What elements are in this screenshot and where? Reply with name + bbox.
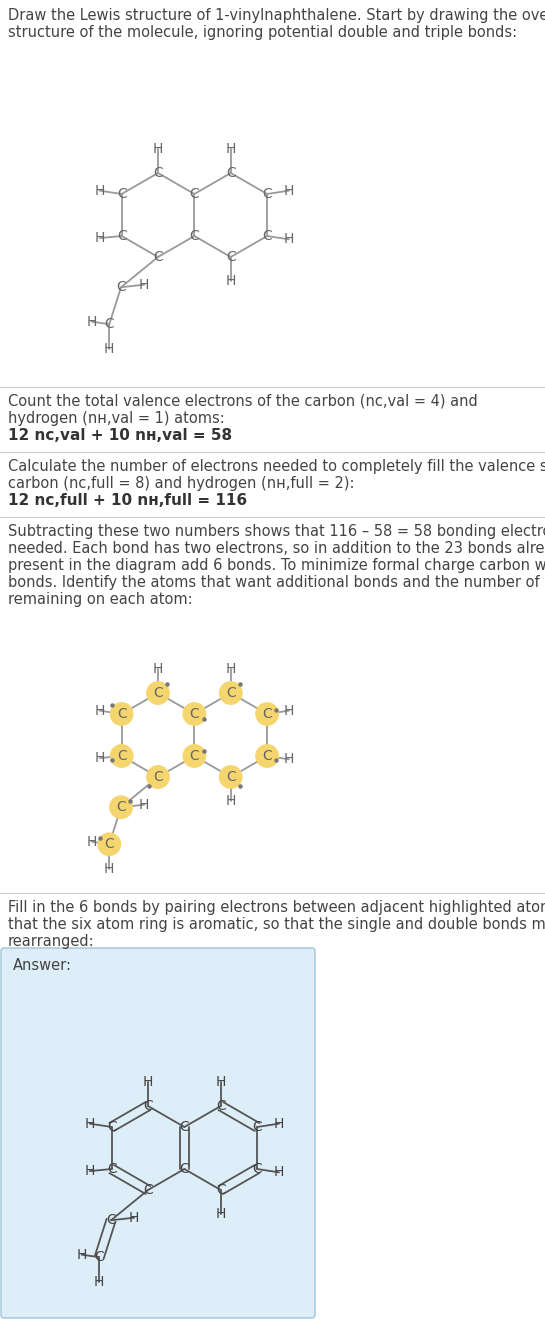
Text: C: C: [226, 770, 235, 783]
Text: H: H: [226, 141, 236, 156]
Text: Fill in the 6 bonds by pairing electrons between adjacent highlighted atoms. Not: Fill in the 6 bonds by pairing electrons…: [8, 900, 545, 915]
Text: H: H: [139, 798, 149, 811]
Text: H: H: [226, 274, 236, 289]
Text: H: H: [139, 278, 149, 291]
Text: remaining on each atom:: remaining on each atom:: [8, 592, 192, 607]
Text: C: C: [117, 749, 126, 762]
Text: C: C: [226, 166, 235, 179]
Circle shape: [220, 682, 242, 704]
Text: C: C: [262, 230, 272, 243]
Text: H: H: [95, 751, 105, 765]
Text: C: C: [226, 686, 235, 700]
Text: H: H: [87, 835, 97, 848]
Text: C: C: [252, 1120, 262, 1134]
Circle shape: [147, 765, 169, 789]
Text: H: H: [284, 183, 294, 198]
Text: bonds. Identify the atoms that want additional bonds and the number of electrons: bonds. Identify the atoms that want addi…: [8, 575, 545, 590]
Circle shape: [256, 703, 278, 725]
Text: C: C: [116, 280, 126, 294]
Text: carbon (nᴄ,full = 8) and hydrogen (nʜ,full = 2):: carbon (nᴄ,full = 8) and hydrogen (nʜ,fu…: [8, 476, 354, 491]
Text: H: H: [153, 141, 163, 156]
Text: C: C: [143, 1099, 153, 1113]
Text: present in the diagram add 6 bonds. To minimize formal charge carbon wants 4: present in the diagram add 6 bonds. To m…: [8, 558, 545, 572]
FancyBboxPatch shape: [1, 948, 315, 1318]
Text: H: H: [216, 1075, 226, 1088]
Text: C: C: [153, 251, 163, 264]
Text: H: H: [94, 1274, 105, 1289]
Text: H: H: [95, 231, 105, 245]
Text: hydrogen (nʜ,val = 1) atoms:: hydrogen (nʜ,val = 1) atoms:: [8, 412, 225, 426]
Text: C: C: [117, 707, 126, 721]
Text: C: C: [143, 1183, 153, 1198]
Text: C: C: [106, 1213, 116, 1227]
Text: C: C: [190, 749, 199, 762]
Text: C: C: [179, 1120, 189, 1134]
Text: H: H: [274, 1166, 284, 1179]
Text: H: H: [226, 662, 236, 675]
Text: C: C: [216, 1099, 226, 1113]
Circle shape: [256, 745, 278, 768]
Text: C: C: [107, 1162, 117, 1177]
Text: H: H: [226, 794, 236, 809]
Text: H: H: [84, 1165, 95, 1178]
Text: C: C: [116, 801, 126, 814]
Text: C: C: [105, 838, 114, 851]
Text: H: H: [87, 315, 97, 328]
Text: C: C: [190, 707, 199, 721]
Circle shape: [220, 765, 242, 789]
Text: C: C: [107, 1120, 117, 1134]
Text: that the six atom ring is aromatic, so that the single and double bonds may be: that the six atom ring is aromatic, so t…: [8, 917, 545, 933]
Text: H: H: [153, 662, 163, 675]
Text: H: H: [274, 1117, 284, 1130]
Text: C: C: [179, 1162, 189, 1177]
Text: 12 nᴄ,val + 10 nʜ,val = 58: 12 nᴄ,val + 10 nʜ,val = 58: [8, 427, 232, 443]
Text: C: C: [105, 317, 114, 331]
Text: C: C: [94, 1250, 104, 1264]
Text: H: H: [95, 703, 105, 718]
Text: H: H: [104, 342, 114, 356]
Text: Draw the Lewis structure of 1-vinylnaphthalene. Start by drawing the overall: Draw the Lewis structure of 1-vinylnapht…: [8, 8, 545, 22]
Text: C: C: [252, 1162, 262, 1177]
Text: H: H: [129, 1211, 140, 1225]
Text: C: C: [117, 230, 126, 243]
Text: C: C: [216, 1183, 226, 1198]
Text: H: H: [284, 703, 294, 718]
Circle shape: [98, 832, 120, 856]
Text: needed. Each bond has two electrons, so in addition to the 23 bonds already: needed. Each bond has two electrons, so …: [8, 541, 545, 557]
Text: Subtracting these two numbers shows that 116 – 58 = 58 bonding electrons are: Subtracting these two numbers shows that…: [8, 524, 545, 539]
Text: H: H: [284, 232, 294, 247]
Text: H: H: [95, 183, 105, 198]
Text: C: C: [190, 230, 199, 243]
Text: C: C: [153, 770, 163, 783]
Text: C: C: [226, 251, 235, 264]
Text: structure of the molecule, ignoring potential double and triple bonds:: structure of the molecule, ignoring pote…: [8, 25, 517, 40]
Text: rearranged:: rearranged:: [8, 934, 95, 948]
Circle shape: [183, 703, 205, 725]
Text: H: H: [143, 1075, 153, 1088]
Text: C: C: [117, 187, 126, 200]
Circle shape: [147, 682, 169, 704]
Text: 12 nᴄ,full + 10 nʜ,full = 116: 12 nᴄ,full + 10 nʜ,full = 116: [8, 493, 247, 508]
Text: C: C: [262, 187, 272, 200]
Text: H: H: [104, 861, 114, 876]
Text: H: H: [284, 752, 294, 766]
Text: Answer:: Answer:: [13, 958, 72, 973]
Text: C: C: [153, 686, 163, 700]
Text: C: C: [153, 166, 163, 179]
Text: C: C: [262, 749, 272, 762]
Text: C: C: [262, 707, 272, 721]
Circle shape: [183, 745, 205, 768]
Text: H: H: [76, 1248, 87, 1262]
Text: Calculate the number of electrons needed to completely fill the valence shells f: Calculate the number of electrons needed…: [8, 459, 545, 474]
Text: H: H: [216, 1207, 226, 1221]
Text: H: H: [84, 1117, 95, 1130]
Circle shape: [110, 703, 133, 725]
Circle shape: [110, 795, 132, 819]
Circle shape: [110, 745, 133, 768]
Text: Count the total valence electrons of the carbon (nᴄ,val = 4) and: Count the total valence electrons of the…: [8, 394, 478, 409]
Text: C: C: [190, 187, 199, 200]
